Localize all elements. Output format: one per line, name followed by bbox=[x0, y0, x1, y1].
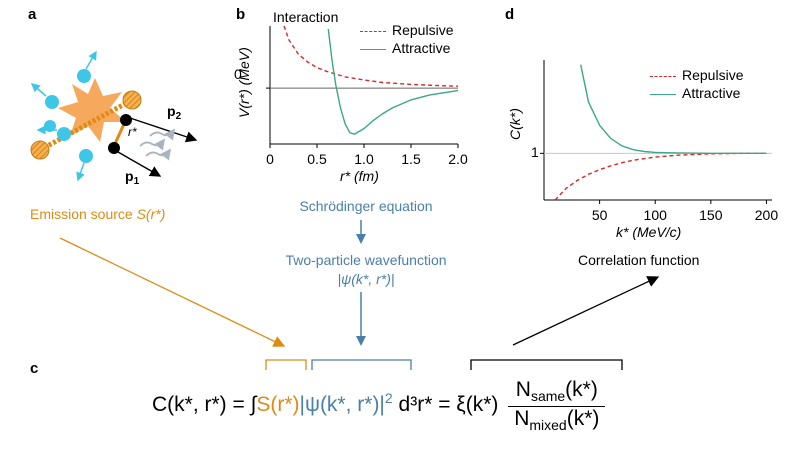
bracket-source bbox=[265, 359, 307, 370]
chart-d-ylabel: C(k*) bbox=[507, 108, 523, 140]
x-tick-label: 0 bbox=[266, 151, 274, 167]
legend-repulsive-label: Repulsive bbox=[392, 22, 454, 38]
panel-letter-c: c bbox=[30, 360, 39, 377]
x-tick-label: 1.5 bbox=[401, 151, 421, 167]
wavefunction-label: Two-particle wavefunction bbox=[285, 252, 447, 268]
chart-d-legend: Repulsive Attractive bbox=[650, 67, 743, 101]
chart-b-legend: Repulsive Attractive bbox=[360, 22, 453, 56]
series-attractive bbox=[327, 29, 459, 135]
chart-d-ytick-1: 1 bbox=[531, 144, 539, 160]
particle-pair-1 bbox=[120, 114, 132, 126]
interaction-potential-chart: 0 0.5 1.0 1.5 2.0 bbox=[266, 25, 468, 167]
emission-source-illustration bbox=[30, 50, 198, 182]
panel-letter-a: a bbox=[28, 6, 37, 23]
correlation-equation: C(k*, r*) = ∫S(r*)|ψ(k*, r*)|2 d³r* = ξ(… bbox=[152, 378, 606, 433]
particle-pair-2 bbox=[108, 142, 120, 154]
legend-d-attractive-label: Attractive bbox=[682, 85, 741, 101]
wavefunction-math: |ψ(k*, r*)| bbox=[337, 271, 395, 287]
schrodinger-equation-label: Schrödinger equation bbox=[299, 198, 433, 214]
arrow-down-1 bbox=[356, 220, 366, 244]
arrow-equation-to-correlation bbox=[512, 276, 660, 346]
emission-source-caption: Emission source S(r*) bbox=[30, 206, 166, 222]
equation-wave: |ψ(k*, r*)| bbox=[299, 393, 385, 417]
label-r-star: r* bbox=[128, 125, 137, 139]
bracket-ratio bbox=[470, 359, 623, 370]
legend-attractive-label: Attractive bbox=[392, 40, 451, 56]
correlation-function-caption: Correlation function bbox=[578, 252, 700, 268]
chart-b-xlabel: r* (fm) bbox=[340, 168, 379, 184]
x-tick-label: 50 bbox=[592, 207, 608, 223]
x-tick-label: 200 bbox=[755, 207, 779, 223]
x-tick-label: 150 bbox=[699, 207, 723, 223]
bracket-wavefunction bbox=[311, 359, 412, 370]
equation-source: S(r*) bbox=[256, 393, 300, 417]
emitted-particles bbox=[30, 50, 97, 182]
series-attractive bbox=[580, 64, 767, 155]
legend-d-repulsive-label: Repulsive bbox=[682, 67, 744, 83]
x-tick-label: 2.0 bbox=[448, 151, 468, 167]
chart-d-xlabel: k* (MeV/c) bbox=[616, 224, 682, 240]
chart-b-title: Interaction bbox=[273, 9, 339, 25]
arrow-source-to-equation bbox=[59, 237, 286, 347]
chart-b-ytick-0: 0 bbox=[234, 66, 242, 82]
x-tick-label: 100 bbox=[644, 207, 668, 223]
collision-burst bbox=[58, 78, 126, 142]
arrow-down-2 bbox=[356, 292, 366, 346]
panel-letter-b: b bbox=[236, 6, 246, 23]
equation-fraction: Nsame(k*) Nmixed(k*) bbox=[508, 378, 606, 433]
label-p2: p2 bbox=[167, 103, 182, 122]
correlation-function-chart: 50 100 150 200 bbox=[540, 60, 779, 223]
x-tick-label: 1.0 bbox=[354, 151, 374, 167]
label-p1: p1 bbox=[125, 168, 140, 187]
x-tick-label: 0.5 bbox=[307, 151, 327, 167]
panel-letter-d: d bbox=[505, 6, 515, 23]
nucleus-2 bbox=[30, 140, 50, 160]
series-repulsive bbox=[283, 25, 459, 87]
series-repulsive bbox=[554, 152, 767, 201]
equation-lhs: C(k*, r*) = ∫ bbox=[152, 393, 257, 417]
equation-measure: d³r* = ξ(k*) bbox=[392, 393, 499, 417]
nucleus-1 bbox=[122, 90, 142, 110]
